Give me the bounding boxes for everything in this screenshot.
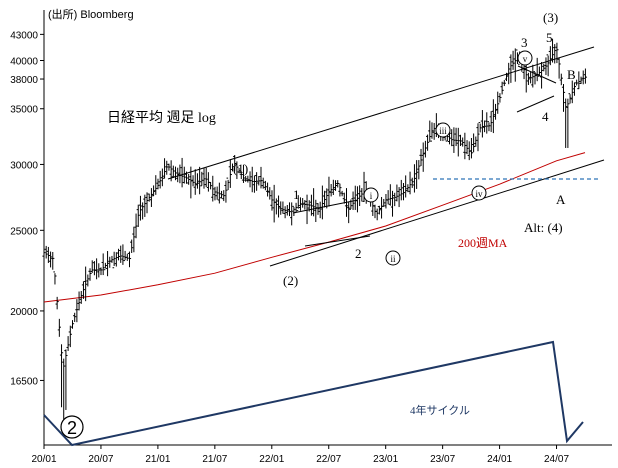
cycle-label: 4年サイクル — [410, 403, 470, 417]
y-tick-label: 20000 — [10, 307, 38, 318]
wave-circle-v-text: v — [523, 54, 528, 64]
wave4-triangle-bottom — [516, 95, 555, 113]
y-tick-label: 30000 — [10, 160, 38, 171]
wave-label-3-major: (3) — [543, 10, 558, 25]
ohlc-bars — [42, 38, 588, 421]
triangle-bottom-line — [304, 235, 371, 247]
x-tick-label: 22/01 — [259, 454, 284, 465]
y-tick-label: 38000 — [10, 75, 38, 86]
x-tick-label: 23/07 — [430, 454, 455, 465]
wave-circle-i — [363, 187, 379, 203]
source-label: (出所) Bloomberg — [48, 7, 134, 21]
cycle-circle-2-text: 2 — [67, 418, 77, 438]
y-ticks: 43000 40000 38000 35000 30000 25000 20000 16500 — [10, 30, 44, 387]
x-ticks: 20/01 20/07 21/01 21/07 22/01 22/07 23/01 23/07… — [31, 445, 569, 465]
x-tick-label: 23/01 — [373, 454, 398, 465]
ma200-label: 200週MA — [458, 236, 508, 250]
alt-wave-label: Alt: (4) — [524, 220, 563, 235]
channel-upper-line — [167, 46, 595, 180]
wave4-triangle-top — [517, 65, 557, 84]
x-tick-label: 21/01 — [145, 454, 170, 465]
cycle-circle-2 — [60, 415, 84, 439]
wave-circle-i-text: i — [370, 191, 373, 201]
chart-title: 日経平均 週足 log — [107, 110, 216, 126]
wave-label-a: A — [556, 192, 566, 207]
cycle-line — [43, 340, 584, 447]
wave-circle-ii — [385, 250, 401, 266]
y-tick-label: 16500 — [10, 376, 38, 387]
channel-lower-line — [269, 159, 605, 267]
wave-label-2-major: (2) — [283, 273, 298, 288]
x-tick-label: 24/01 — [487, 454, 512, 465]
wave-label-4: 4 — [542, 109, 549, 124]
wave-label-1: 1 — [293, 187, 300, 202]
y-tick-label: 25000 — [10, 226, 38, 237]
wave-circle-iii — [435, 122, 451, 138]
triangle-top-line — [292, 199, 359, 214]
wave-circle-iv — [471, 185, 487, 201]
wave-circle-v — [517, 50, 533, 66]
wave-label-3: 3 — [521, 35, 528, 50]
ma200-line — [43, 152, 586, 303]
wave-label-b: B — [567, 67, 576, 82]
wave-label-2: 2 — [355, 246, 362, 261]
x-tick-label: 21/07 — [202, 454, 227, 465]
x-tick-label: 22/07 — [316, 454, 341, 465]
wave-circle-ii-text: ii — [390, 254, 396, 264]
wave-circle-iii-text: iii — [439, 126, 447, 136]
y-tick-label: 40000 — [10, 56, 38, 67]
y-tick-label: 43000 — [10, 30, 38, 41]
y-tick-label: 35000 — [10, 105, 38, 116]
x-tick-label: 24/07 — [544, 454, 569, 465]
x-tick-label: 20/07 — [88, 454, 113, 465]
wave-label-1-major: (1) — [233, 161, 248, 176]
wave-label-5: 5 — [546, 30, 553, 45]
x-tick-label: 20/01 — [31, 454, 56, 465]
wave-circle-iv-text: iv — [475, 189, 483, 199]
